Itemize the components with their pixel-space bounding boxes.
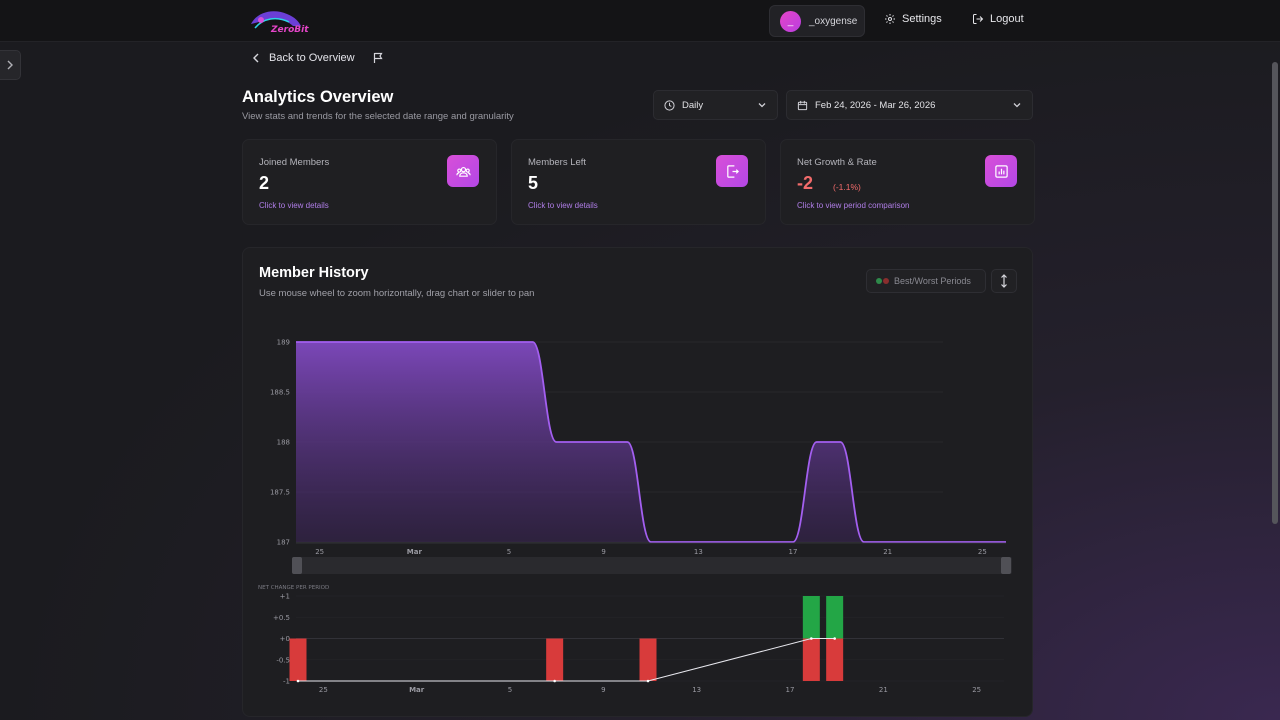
member-area-fill xyxy=(296,342,1006,542)
back-to-overview-link[interactable]: Back to Overview xyxy=(252,52,355,64)
user-menu-button[interactable]: _ _oxygense xyxy=(769,5,865,37)
x-tick-label: 13 xyxy=(692,686,701,694)
sidebar-toggle-button[interactable] xyxy=(0,50,21,80)
left-bar xyxy=(826,638,844,681)
left-bar xyxy=(639,638,657,681)
page-title: Analytics Overview xyxy=(242,88,394,106)
y-tick-label: +0 xyxy=(280,635,290,643)
card-value: 2 xyxy=(259,173,270,193)
back-label: Back to Overview xyxy=(269,52,355,64)
x-tick-label: 17 xyxy=(786,686,795,694)
x-tick-label: 21 xyxy=(883,548,892,556)
card-label: Joined Members xyxy=(259,157,330,168)
pan-slider-left-handle[interactable] xyxy=(292,557,302,574)
logout-link[interactable]: Logout xyxy=(972,13,1024,25)
logout-label: Logout xyxy=(990,13,1024,25)
x-tick-label: 13 xyxy=(694,548,703,556)
left-bar xyxy=(802,638,820,681)
net-change-point xyxy=(553,679,556,683)
joined-members-card[interactable]: Joined Members 2 Click to view details xyxy=(242,139,497,225)
y-tick-label: 188 xyxy=(277,439,290,447)
card-label: Net Growth & Rate xyxy=(797,157,877,168)
calendar-icon xyxy=(797,100,808,110)
x-tick-label: 9 xyxy=(601,548,605,556)
y-tick-label: 187 xyxy=(277,539,290,547)
chevron-left-icon xyxy=(253,53,259,63)
x-tick-label: 9 xyxy=(601,686,605,694)
x-tick-label: 25 xyxy=(972,686,981,694)
y-tick-label: -1 xyxy=(283,678,290,686)
chevron-down-icon xyxy=(758,103,766,108)
avatar: _ xyxy=(780,10,801,32)
expand-chart-button[interactable] xyxy=(991,269,1017,293)
growth-rate: (-1.1%) xyxy=(833,182,861,192)
top-bar: ZeroBit _ _oxygense Settings Logout xyxy=(0,0,1280,42)
net-change-point xyxy=(646,679,650,683)
joined-bar xyxy=(826,596,844,639)
members-left-card[interactable]: Members Left 5 Click to view details xyxy=(511,139,766,225)
net-growth-card[interactable]: Net Growth & Rate -2 (-1.1%) Click to vi… xyxy=(780,139,1035,225)
y-tick-label: +1 xyxy=(280,593,290,601)
net-change-point xyxy=(810,637,813,640)
x-tick-label: Mar xyxy=(407,548,423,556)
settings-link[interactable]: Settings xyxy=(884,13,942,25)
granularity-value: Daily xyxy=(682,99,704,111)
x-tick-label: 25 xyxy=(978,548,987,556)
left-bar xyxy=(546,638,564,681)
bar-chart-icon xyxy=(985,155,1017,187)
page-subtitle: View stats and trends for the selected d… xyxy=(242,111,514,122)
card-label: Members Left xyxy=(528,157,587,168)
date-range-select[interactable]: Feb 24, 2026 - Mar 26, 2026 xyxy=(786,90,1033,120)
member-line xyxy=(296,341,1006,543)
x-tick-label: 21 xyxy=(879,686,888,694)
card-value: 5 xyxy=(528,173,539,193)
pan-slider-right-handle[interactable] xyxy=(1001,557,1011,574)
y-tick-label: 187.5 xyxy=(270,489,290,497)
x-tick-label: 5 xyxy=(508,686,512,694)
date-range-value: Feb 24, 2026 - Mar 26, 2026 xyxy=(815,99,936,111)
best-worst-label: Best/Worst Periods xyxy=(894,276,971,286)
gear-icon xyxy=(885,14,895,24)
chevron-down-icon xyxy=(1013,103,1021,108)
x-tick-label: 25 xyxy=(319,686,328,694)
y-tick-label: -0.5 xyxy=(276,656,290,664)
view-details-link[interactable]: Click to view details xyxy=(259,201,329,210)
granularity-select[interactable]: Daily xyxy=(653,90,778,120)
svg-text:ZeroBit: ZeroBit xyxy=(270,25,309,35)
chevron-right-icon xyxy=(7,60,13,70)
exit-icon xyxy=(716,155,748,187)
clock-icon xyxy=(664,99,675,111)
x-tick-label: 25 xyxy=(315,548,324,556)
net-change-point xyxy=(833,637,836,640)
flag-icon[interactable] xyxy=(372,52,384,64)
y-tick-label: 188.5 xyxy=(270,389,290,397)
x-tick-label: 17 xyxy=(789,548,798,556)
left-bar xyxy=(289,638,307,681)
view-details-link[interactable]: Click to view details xyxy=(528,201,598,210)
x-tick-label: Mar xyxy=(409,686,425,694)
net-change-label: NET CHANGE PER PERIOD xyxy=(258,585,329,591)
net-change-point xyxy=(296,679,300,683)
view-comparison-link[interactable]: Click to view period comparison xyxy=(797,201,910,210)
joined-bar xyxy=(802,596,820,639)
users-icon xyxy=(447,155,479,187)
pan-slider-track[interactable] xyxy=(292,557,1012,574)
y-tick-label: 189 xyxy=(277,339,290,347)
y-tick-label: +0.5 xyxy=(273,614,290,622)
best-worst-periods-toggle[interactable]: Best/Worst Periods xyxy=(866,269,986,293)
panel-title: Member History xyxy=(259,265,369,281)
panel-subtitle: Use mouse wheel to zoom horizontally, dr… xyxy=(259,288,535,299)
zerobit-logo[interactable]: ZeroBit xyxy=(247,6,311,36)
page-scrollbar[interactable] xyxy=(1272,62,1278,524)
status-dots-icon xyxy=(876,278,889,284)
settings-label: Settings xyxy=(902,13,942,25)
x-tick-label: 5 xyxy=(507,548,511,556)
logout-icon xyxy=(973,14,984,24)
card-value: -2 xyxy=(797,173,814,193)
vertical-resize-icon xyxy=(1001,274,1007,288)
user-name: _oxygense xyxy=(809,15,858,27)
